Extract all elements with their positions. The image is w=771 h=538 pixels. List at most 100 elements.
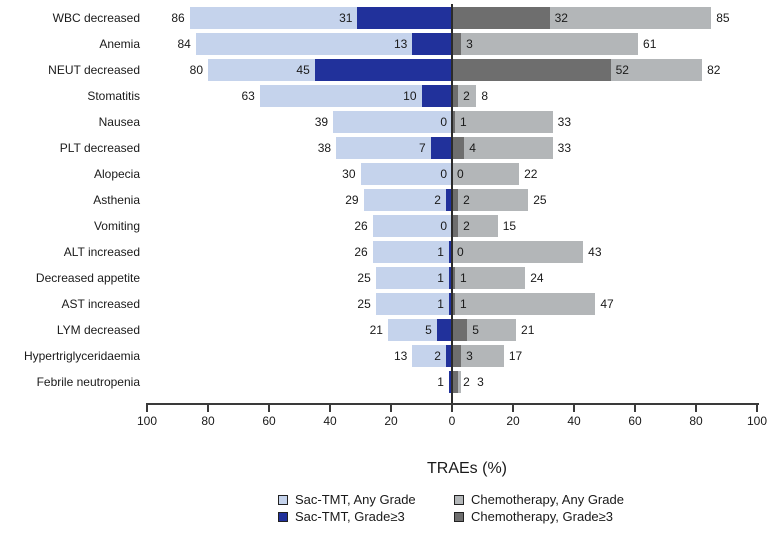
axis-tick (451, 403, 453, 412)
category-label: ALT increased (63, 245, 140, 259)
category-label: Stomatitis (87, 89, 140, 103)
axis-tick-label: 60 (262, 414, 276, 428)
category-label: WBC decreased (52, 11, 140, 25)
sac-any-value-label: 13 (394, 349, 408, 363)
axis-tick (512, 403, 514, 412)
sac-grade3-value-label: 0 (440, 115, 447, 129)
sac-grade3-value-label: 2 (434, 193, 441, 207)
sac-grade3-value-label: 7 (418, 141, 426, 155)
chemo-grade3-bar (452, 215, 459, 237)
sac-any-value-label: 30 (342, 167, 356, 181)
chemo-any-value-label: 15 (502, 219, 517, 233)
chemo-grade3-bar (452, 111, 456, 133)
chemo-any-grade-bar (452, 33, 639, 55)
sac-grade3-value-label: 1 (437, 245, 444, 259)
category-label: Hypertriglyceridaemia (23, 349, 140, 363)
sac-any-value-label: 25 (357, 271, 371, 285)
sac-any-grade-bar (336, 137, 452, 159)
chemo-any-value-label: 33 (557, 141, 571, 155)
sac-grade3-bar (445, 345, 452, 367)
sac-grade3-value-label: 0 (440, 219, 447, 233)
chemo-grade3-bar (452, 33, 462, 55)
axis-tick (268, 403, 270, 412)
axis-tick (207, 403, 209, 412)
sac-any-value-label: 38 (317, 141, 332, 155)
sac-grade3-value-label: 1 (437, 297, 444, 311)
sac-any-grade-bar (412, 345, 452, 367)
chemo-grade3-value-label: 1 (460, 115, 467, 129)
chemo-grade3-value-label: 1 (460, 297, 467, 311)
sac-grade3-bar (448, 267, 452, 289)
category-label: Asthenia (93, 193, 140, 207)
chemo-grade3-value-label: 3 (466, 37, 473, 51)
sac-any-grade-bar (195, 33, 452, 55)
chemo-grade3-value-label: 2 (463, 375, 470, 389)
legend-item: Chemotherapy, Grade≥3 (454, 508, 624, 525)
plot-area: 86 31 32 85 84 13 3 61 80 45 52 82 63 10 2 8 39 0 1 33 38 7 4 3… (147, 4, 757, 403)
axis-tick-label: 100 (136, 414, 158, 428)
legend-swatch-icon (278, 511, 288, 522)
sac-any-value-label: 80 (189, 63, 203, 77)
sac-any-grade-bar (372, 215, 452, 237)
chemo-grade3-bar (452, 7, 550, 29)
sac-grade3-bar (448, 241, 452, 263)
sac-grade3-value-label: 10 (403, 89, 417, 103)
sac-grade3-bar (412, 33, 452, 55)
axis-tick-label: 100 (746, 414, 768, 428)
axis-tick (695, 403, 697, 412)
chemo-any-grade-bar (452, 163, 520, 185)
legend-swatch-icon (454, 511, 464, 522)
sac-any-value-label: 26 (354, 219, 368, 233)
chemo-grade3-bar (452, 85, 459, 107)
category-label: AST increased (61, 297, 141, 311)
legend-item: Sac-TMT, Grade≥3 (278, 508, 454, 525)
chemo-grade3-bar (452, 319, 468, 341)
legend-item: Sac-TMT, Any Grade (278, 491, 454, 508)
sac-any-grade-bar (375, 267, 452, 289)
sac-any-grade-bar (259, 85, 452, 107)
chemo-grade3-value-label: 2 (463, 89, 470, 103)
chemo-grade3-bar (452, 59, 611, 81)
sac-any-value-label: 25 (357, 297, 371, 311)
category-label: LYM decreased (56, 323, 140, 337)
chemo-any-value-label: 21 (521, 323, 535, 337)
axis-tick-label: 60 (628, 414, 642, 428)
axis-tick (329, 403, 331, 412)
axis-tick (756, 403, 758, 412)
sac-grade3-value-label: 2 (434, 349, 441, 363)
chemo-grade3-value-label: 3 (466, 349, 473, 363)
axis-tick (634, 403, 636, 412)
chemo-any-grade-bar (452, 267, 526, 289)
chemo-grade3-value-label: 2 (463, 193, 470, 207)
chemo-any-value-label: 85 (716, 11, 730, 25)
sac-grade3-bar (448, 293, 452, 315)
legend-label: Sac-TMT, Grade≥3 (295, 509, 405, 524)
chemo-any-grade-bar (452, 319, 517, 341)
category-label: Anemia (99, 37, 140, 51)
sac-any-grade-bar (375, 293, 452, 315)
chemo-grade3-value-label: 5 (472, 323, 479, 337)
chemo-grade3-value-label: 4 (469, 141, 476, 155)
chemo-any-grade-bar (452, 111, 553, 133)
chart-legend: Sac-TMT, Any Grade Chemotherapy, Any Grad… (278, 491, 624, 525)
category-label: Vomiting (93, 219, 140, 233)
legend-swatch-icon (454, 494, 464, 505)
legend-label: Sac-TMT, Any Grade (295, 492, 416, 507)
x-axis-title: TRAEs (%) (427, 460, 507, 477)
chemo-any-grade-bar (452, 345, 504, 367)
sac-grade3-value-label: 45 (296, 63, 310, 77)
chemo-grade3-bar (452, 189, 459, 211)
sac-grade3-value-label: 5 (425, 323, 432, 337)
chemo-any-value-label: 3 (477, 375, 484, 389)
axis-tick (573, 403, 575, 412)
chemo-any-value-label: 82 (707, 63, 721, 77)
category-label: Nausea (98, 115, 140, 129)
axis-tick-label: 40 (323, 414, 337, 428)
sac-grade3-value-label: 13 (394, 37, 408, 51)
sac-grade3-bar (314, 59, 452, 81)
chemo-grade3-value-label: 1 (460, 271, 467, 285)
axis-tick-label: 20 (384, 414, 398, 428)
sac-any-grade-bar (363, 189, 452, 211)
sac-any-value-label: 63 (241, 89, 255, 103)
sac-any-value-label: 1 (437, 375, 444, 389)
